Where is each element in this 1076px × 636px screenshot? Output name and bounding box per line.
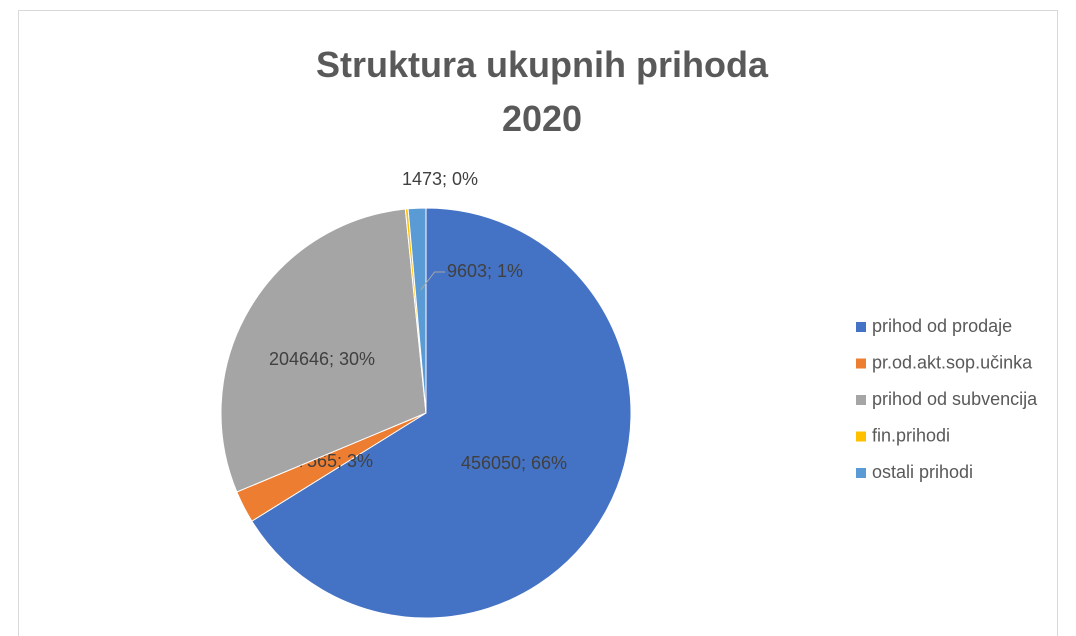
data-label: 1473; 0% bbox=[402, 169, 478, 189]
leader-line bbox=[420, 271, 445, 291]
legend-label: fin.prihodi bbox=[872, 425, 950, 445]
chart-frame bbox=[18, 10, 1058, 636]
chart-title: Struktura ukupnih prihoda 2020 bbox=[315, 44, 768, 139]
data-label: 9603; 1% bbox=[447, 261, 523, 281]
pie-slice bbox=[407, 207, 427, 414]
legend-label: prihod od prodaje bbox=[872, 316, 1012, 336]
legend-swatch bbox=[856, 431, 866, 442]
legend-swatch bbox=[856, 395, 866, 405]
pie-slice bbox=[251, 207, 632, 619]
legend-label: pr.od.akt.sop.učinka bbox=[872, 352, 1033, 372]
legend-swatch bbox=[856, 322, 866, 332]
legend-label: prihod od subvencija bbox=[872, 389, 1038, 409]
legend-label: ostali prihodi bbox=[872, 462, 973, 482]
data-label: 204646; 30% bbox=[269, 349, 375, 369]
pie-slice bbox=[220, 208, 427, 493]
legend-swatch bbox=[856, 468, 866, 478]
data-label: 456050; 66% bbox=[461, 453, 567, 473]
legend-swatch bbox=[856, 358, 866, 369]
